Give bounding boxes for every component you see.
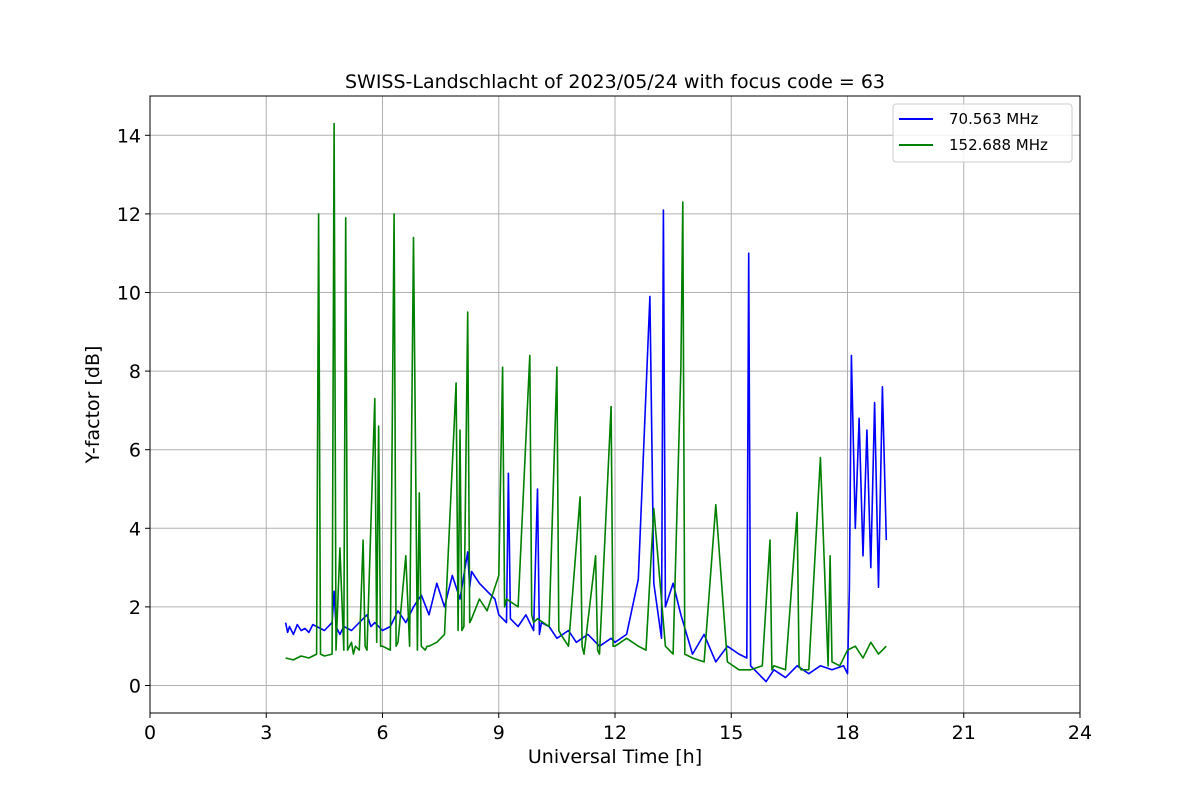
y-tick-label: 8 xyxy=(129,361,141,383)
x-tick-label: 15 xyxy=(719,722,743,744)
x-tick-label: 3 xyxy=(260,722,272,744)
y-tick-label: 2 xyxy=(129,597,141,619)
x-tick-label: 6 xyxy=(376,722,388,744)
y-axis-label: Y-factor [dB] xyxy=(82,346,104,465)
legend-label-1: 70.563 MHz xyxy=(949,110,1038,128)
y-tick-label: 14 xyxy=(117,125,141,147)
y-tick-label: 10 xyxy=(117,282,141,304)
legend: 70.563 MHz 152.688 MHz xyxy=(892,103,1073,163)
y-tick-label: 4 xyxy=(129,518,141,540)
x-tick-label: 12 xyxy=(603,722,627,744)
legend-label-2: 152.688 MHz xyxy=(949,136,1048,154)
x-tick-label: 21 xyxy=(952,722,976,744)
series-line-2 xyxy=(285,122,887,671)
y-tick-label: 6 xyxy=(129,440,141,462)
x-axis-label: Universal Time [h] xyxy=(528,746,702,768)
grid-layer xyxy=(149,96,1081,713)
y-tick-label: 0 xyxy=(129,675,141,697)
legend-box xyxy=(892,103,1073,163)
series-layer xyxy=(284,122,888,683)
chart-title: SWISS-Landschlacht of 2023/05/24 with fo… xyxy=(345,71,885,93)
x-tick-label: 24 xyxy=(1068,722,1092,744)
x-tick-label: 0 xyxy=(144,722,156,744)
x-tick-label: 18 xyxy=(835,722,859,744)
y-tick-label: 12 xyxy=(117,204,141,226)
x-tick-label: 9 xyxy=(493,722,505,744)
